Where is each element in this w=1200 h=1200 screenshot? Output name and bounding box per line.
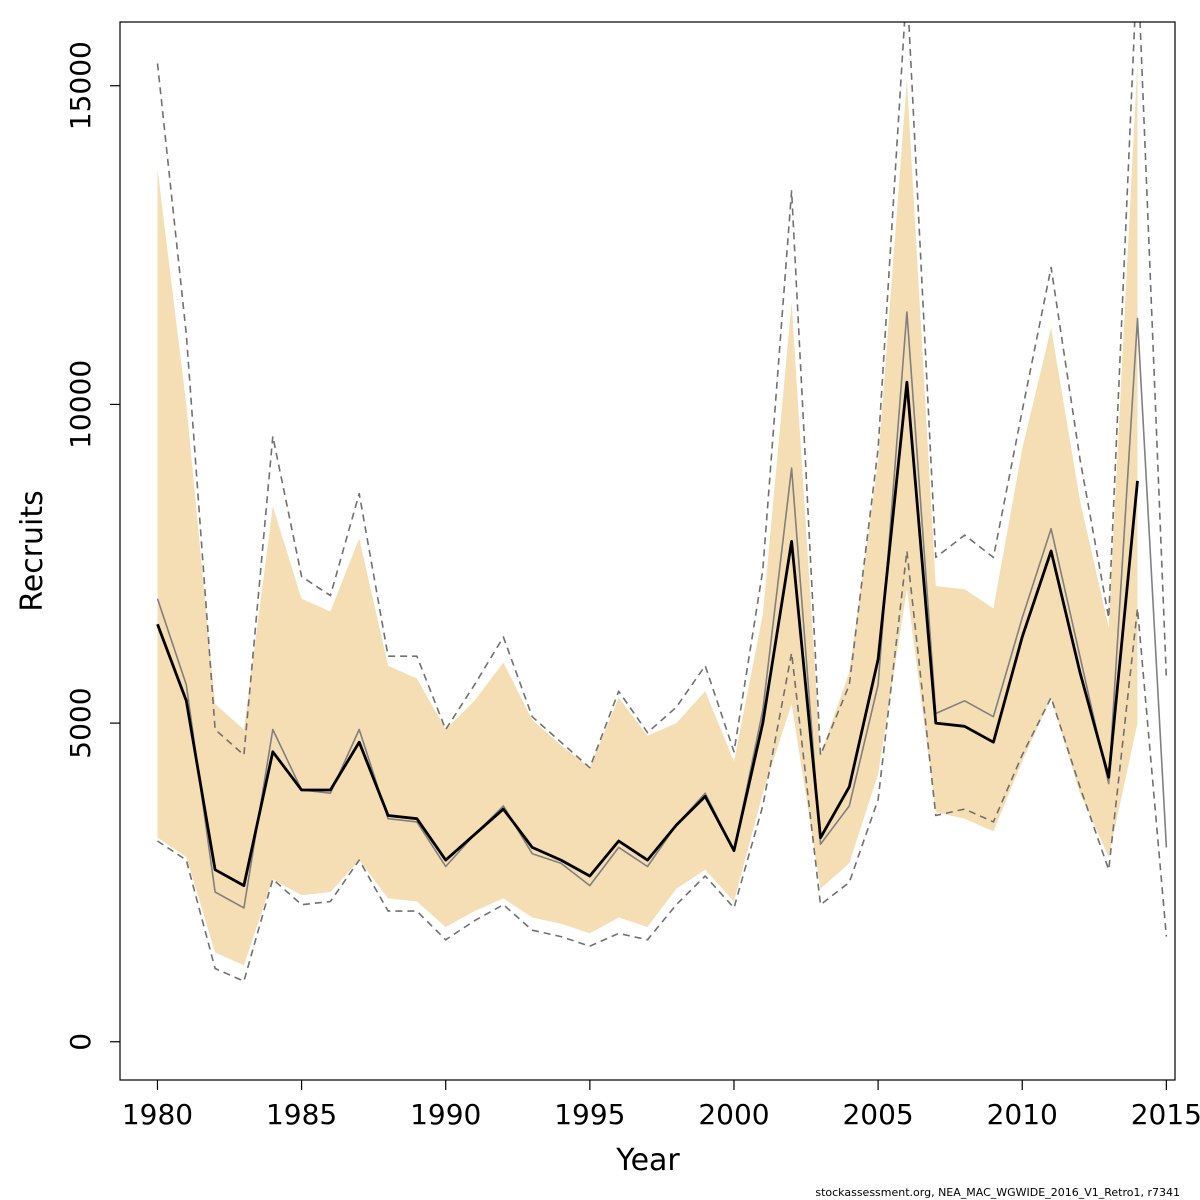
- x-tick-label: 2005: [842, 1098, 913, 1131]
- x-tick-label: 1980: [122, 1098, 193, 1131]
- reference-upper-dashed-line: [156, 22, 1168, 769]
- reference-line: [156, 311, 1168, 909]
- y-tick-label: 15000: [64, 41, 97, 130]
- x-tick-label: 2000: [698, 1098, 769, 1131]
- x-tick-label: 1995: [554, 1098, 625, 1131]
- x-tick-label: 2010: [987, 1098, 1058, 1131]
- plot-frame: [119, 21, 1176, 1081]
- x-axis: 1980 1985 1990 1995 2000 2005 2010 2015: [122, 1080, 1200, 1131]
- x-tick-label: 1990: [410, 1098, 481, 1131]
- estimate-line: [156, 380, 1139, 887]
- series-layer: [156, 22, 1168, 983]
- y-axis: 0 5000 10000 15000: [64, 41, 120, 1051]
- y-tick-label: 5000: [64, 687, 97, 758]
- reference-lower-dashed-line: [157, 550, 1168, 983]
- x-tick-label: 1985: [266, 1098, 337, 1131]
- y-axis-title: Recruits: [15, 490, 50, 612]
- footer-credit: stockassessment.org, NEA_MAC_WGWIDE_2016…: [815, 1186, 1180, 1199]
- confidence-band-layer: [157, 60, 1138, 966]
- y-tick-label: 0: [64, 1033, 97, 1051]
- x-tick-label: 2015: [1131, 1098, 1200, 1131]
- y-tick-label: 10000: [64, 360, 97, 449]
- confidence-band: [157, 60, 1138, 966]
- x-axis-title: Year: [615, 1143, 680, 1178]
